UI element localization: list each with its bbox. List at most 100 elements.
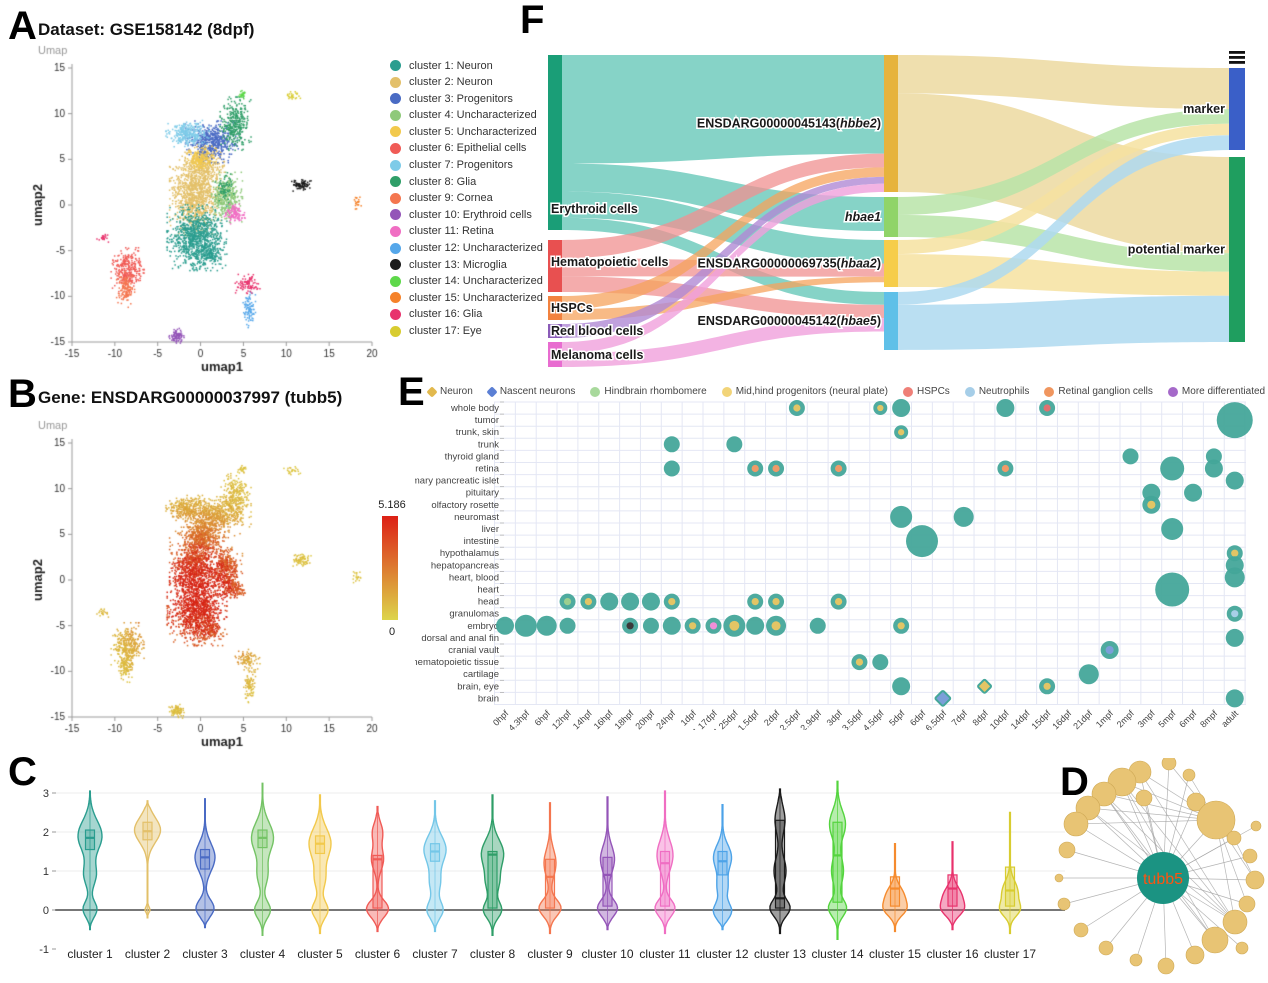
network-gene-node[interactable] — [1161, 758, 1177, 771]
network-gene-node[interactable] — [1235, 941, 1249, 955]
sankey-marker-node[interactable] — [1229, 68, 1245, 150]
cluster-legend-item[interactable]: cluster 8: Glia — [390, 176, 543, 188]
cluster-legend-item[interactable]: cluster 16: Glia — [390, 308, 543, 320]
expression-bubble[interactable] — [996, 399, 1015, 417]
cluster-legend-item[interactable]: cluster 2: Neuron — [390, 76, 543, 88]
expression-bubble[interactable] — [726, 436, 743, 453]
expression-bubble[interactable] — [1225, 689, 1244, 708]
network-center-node[interactable] — [1137, 852, 1189, 904]
network-gene-node[interactable] — [1063, 811, 1089, 837]
expression-bubble[interactable] — [641, 592, 660, 611]
expression-bubble[interactable] — [642, 617, 659, 634]
sankey-cell-node[interactable] — [548, 342, 562, 367]
expression-bubble[interactable] — [1225, 471, 1244, 490]
expression-bubble[interactable] — [1184, 483, 1203, 502]
expression-bubble[interactable] — [953, 506, 974, 527]
sankey-flow[interactable] — [898, 295, 1229, 350]
expression-bubble[interactable] — [890, 505, 913, 528]
cluster-legend-item[interactable]: cluster 15: Uncharacterized — [390, 292, 543, 304]
sankey-flow[interactable] — [898, 135, 1229, 305]
expression-bubble[interactable] — [746, 616, 765, 635]
expression-bubble[interactable] — [1161, 518, 1184, 540]
expression-bubble[interactable] — [621, 592, 640, 611]
sankey-flow[interactable] — [562, 318, 884, 367]
network-gene-node[interactable] — [1222, 909, 1248, 935]
network-gene-node[interactable] — [1157, 957, 1175, 975]
expression-bubble[interactable] — [1204, 459, 1223, 478]
network-gene-node[interactable] — [1185, 945, 1205, 965]
sankey-cell-node[interactable] — [548, 55, 562, 230]
network-gene-node[interactable] — [1238, 895, 1256, 913]
sankey-flow[interactable] — [898, 123, 1229, 255]
network-gene-node[interactable] — [1135, 789, 1153, 807]
expression-bubble[interactable] — [514, 614, 537, 637]
expression-bubble[interactable] — [892, 677, 911, 696]
cluster-legend-item[interactable]: cluster 6: Epithelial cells — [390, 142, 543, 154]
celltype-legend-item[interactable]: Neuron — [426, 385, 473, 398]
sankey-flow[interactable] — [562, 176, 884, 338]
sankey-gene-node[interactable] — [884, 240, 898, 287]
sankey-cell-node[interactable] — [548, 324, 562, 338]
sankey-menu-icon[interactable] — [1229, 51, 1245, 64]
sankey-flow[interactable] — [562, 55, 884, 164]
celltype-legend-item[interactable]: Mid,hind progenitors (neural plate) — [721, 386, 888, 397]
expression-bubble[interactable] — [1160, 456, 1185, 481]
expression-bubble[interactable] — [1078, 664, 1099, 685]
cluster-legend-item[interactable]: cluster 13: Microglia — [390, 259, 543, 271]
cluster-legend-item[interactable]: cluster 4: Uncharacterized — [390, 109, 543, 121]
celltype-legend-item[interactable]: Hindbrain rhombomere — [590, 386, 707, 397]
celltype-legend-item[interactable]: Nascent neurons — [486, 385, 575, 398]
cluster-legend-item[interactable]: cluster 1: Neuron — [390, 60, 543, 72]
expression-bubble-diamond[interactable] — [934, 690, 952, 707]
cluster-legend-item[interactable]: cluster 11: Retina — [390, 225, 543, 237]
cluster-legend-item[interactable]: cluster 7: Progenitors — [390, 159, 543, 171]
sankey-flow[interactable] — [562, 167, 884, 310]
cluster-legend-item[interactable]: cluster 9: Cornea — [390, 192, 543, 204]
network-gene-node[interactable] — [1226, 830, 1242, 846]
expression-bubble[interactable] — [809, 617, 826, 634]
celltype-legend-item[interactable]: Neutrophils — [964, 386, 1029, 397]
network-gene-node[interactable] — [1182, 768, 1196, 782]
cluster-legend-item[interactable]: cluster 14: Uncharacterized — [390, 275, 543, 287]
expression-bubble[interactable] — [1155, 572, 1190, 607]
sankey-gene-node[interactable] — [884, 292, 898, 350]
expression-bubble[interactable] — [1205, 448, 1222, 465]
celltype-legend-item[interactable]: Retinal ganglion cells — [1044, 386, 1153, 397]
network-gene-node[interactable] — [1201, 926, 1229, 954]
sankey-flow[interactable] — [898, 55, 1229, 109]
expression-bubble[interactable] — [536, 615, 557, 636]
network-gene-node[interactable] — [1098, 940, 1114, 956]
expression-bubble[interactable] — [892, 399, 911, 417]
cluster-legend-item[interactable]: cluster 17: Eye — [390, 325, 543, 337]
expression-bubble-diamond[interactable] — [977, 678, 992, 694]
expression-bubble[interactable] — [662, 616, 681, 635]
expression-bubble[interactable] — [663, 460, 680, 477]
network-gene-node[interactable] — [1129, 953, 1143, 967]
sankey-cell-node[interactable] — [548, 240, 562, 292]
expression-bubble[interactable] — [496, 616, 514, 635]
sankey-flow[interactable] — [562, 183, 884, 354]
network-gene-node[interactable] — [1245, 870, 1265, 890]
network-gene-node[interactable] — [1242, 848, 1258, 864]
cluster-legend-item[interactable]: cluster 10: Erythroid cells — [390, 209, 543, 221]
network-gene-node[interactable] — [1196, 800, 1236, 840]
expression-bubble[interactable] — [1225, 628, 1244, 647]
sankey-flow[interactable] — [562, 153, 884, 259]
expression-bubble[interactable] — [1216, 402, 1253, 439]
cluster-legend-item[interactable]: cluster 3: Progenitors — [390, 93, 543, 105]
celltype-legend-item[interactable]: HSPCs — [903, 386, 950, 397]
network-gene-node[interactable] — [1091, 781, 1117, 807]
expression-bubble[interactable] — [663, 436, 680, 453]
expression-bubble[interactable] — [559, 617, 576, 634]
expression-bubble[interactable] — [906, 525, 938, 558]
expression-bubble[interactable] — [1122, 448, 1139, 465]
sankey-gene-node[interactable] — [884, 197, 898, 237]
network-gene-node[interactable] — [1250, 820, 1262, 832]
cluster-legend-item[interactable]: cluster 12: Uncharacterized — [390, 242, 543, 254]
cluster-legend-item[interactable]: cluster 5: Uncharacterized — [390, 126, 543, 138]
sankey-gene-node[interactable] — [884, 55, 898, 192]
sankey-flow[interactable] — [562, 191, 884, 264]
network-gene-node[interactable] — [1073, 922, 1089, 938]
network-gene-node[interactable] — [1058, 841, 1076, 859]
sankey-flow[interactable] — [898, 109, 1229, 215]
